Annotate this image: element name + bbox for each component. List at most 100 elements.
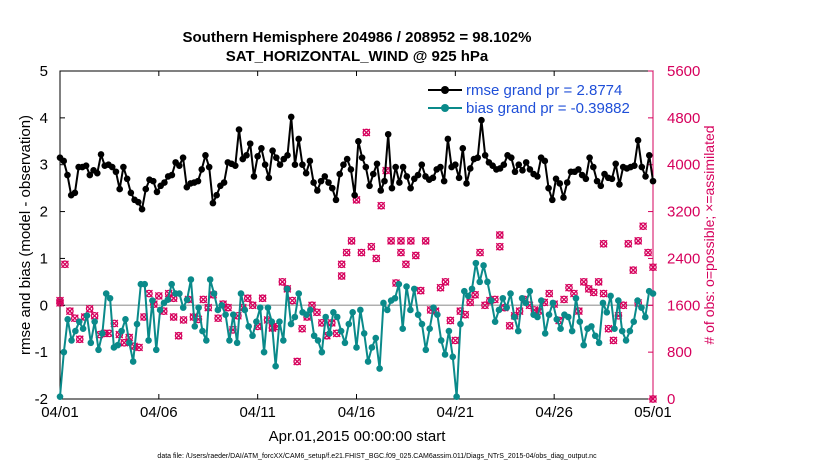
- obs-possible-marker: [377, 201, 386, 210]
- obs-assimilated-mark: [179, 315, 188, 324]
- bias-point: [291, 313, 299, 321]
- obs-possible-marker: [634, 237, 643, 245]
- rmse-point: [463, 180, 470, 187]
- bias-point: [333, 313, 341, 321]
- rmse-point: [276, 161, 284, 169]
- rmse-point: [362, 163, 370, 171]
- obs-possible-marker: [174, 331, 183, 340]
- obs-count-point: [278, 277, 287, 286]
- obs-count-point: [357, 248, 366, 257]
- obs-possible-marker: [169, 313, 178, 321]
- bias-point: [649, 290, 657, 297]
- bias-point: [149, 297, 156, 304]
- obs-possible-marker: [624, 239, 633, 248]
- rmse-point: [519, 167, 526, 174]
- bias-point: [349, 309, 356, 316]
- obs-possible-marker: [337, 260, 346, 269]
- rmse-point: [597, 182, 605, 190]
- obs-assimilated-mark: [85, 304, 94, 313]
- x-tick-label: 04/06: [140, 404, 178, 421]
- bias-point: [210, 290, 218, 297]
- bias-point: [87, 339, 95, 347]
- bias-point: [407, 306, 414, 314]
- obs-count-point: [174, 331, 183, 340]
- rmse-point: [500, 161, 508, 169]
- x-tick-label: 05/01: [634, 404, 672, 421]
- obs-count-point: [387, 236, 396, 245]
- obs-possible-marker: [599, 289, 608, 298]
- bias-point: [152, 346, 160, 354]
- obs-assimilated-mark: [258, 294, 267, 303]
- x-tick-label: 04/26: [535, 404, 573, 421]
- obs-possible-marker: [243, 294, 252, 303]
- y2-tick-label: 800: [667, 344, 692, 361]
- bias-point: [272, 362, 279, 370]
- bias-point: [391, 294, 399, 302]
- rmse-point: [340, 161, 347, 169]
- bias-point: [295, 290, 303, 297]
- obs-assimilated-mark: [317, 318, 326, 327]
- x-axis-label: Apr.01,2015 00:00:00 start: [269, 428, 447, 445]
- bias-point: [557, 325, 564, 333]
- obs-assimilated-mark: [337, 260, 346, 269]
- bias-point: [437, 337, 445, 344]
- obs-assimilated-mark: [224, 303, 232, 312]
- bias-point: [303, 311, 310, 318]
- obs-assimilated-mark: [387, 236, 396, 245]
- obs-possible-marker: [66, 307, 74, 315]
- rmse-point: [205, 163, 213, 171]
- obs-possible-marker: [362, 128, 371, 137]
- bias-point: [222, 311, 229, 318]
- obs-count-point: [476, 248, 485, 257]
- bias-point: [68, 337, 75, 344]
- obs-count-point: [367, 242, 376, 251]
- bias-point: [580, 341, 587, 349]
- rmse-point: [112, 168, 120, 176]
- obs-possible-marker: [629, 266, 638, 274]
- obs-count-point: [298, 324, 307, 333]
- bias-point: [114, 341, 122, 349]
- obs-count-point: [85, 304, 94, 313]
- obs-possible-marker: [278, 278, 287, 286]
- rmse-point: [120, 163, 127, 171]
- obs-assimilated-mark: [367, 242, 376, 251]
- bias-point: [410, 285, 418, 293]
- obs-count-point: [248, 301, 257, 310]
- bias-point: [564, 313, 572, 321]
- obs-possible-marker: [545, 289, 554, 298]
- rmse-point: [295, 135, 302, 143]
- obs-count-point: [362, 128, 371, 137]
- bias-point: [599, 299, 607, 307]
- obs-possible-marker: [411, 251, 420, 260]
- x-tick-label: 04/16: [338, 404, 376, 421]
- bias-point: [129, 358, 137, 365]
- obs-assimilated-mark: [589, 288, 598, 297]
- y2-tick-label: 4800: [667, 110, 700, 127]
- obs-assimilated-mark: [476, 248, 485, 257]
- obs-count-point: [446, 316, 455, 325]
- obs-possible-marker: [614, 311, 623, 320]
- bias-point: [611, 325, 618, 333]
- obs-assimilated-mark: [60, 260, 69, 269]
- obs-possible-marker: [337, 272, 346, 280]
- rmse-point: [179, 154, 187, 161]
- rmse-point: [541, 157, 549, 165]
- obs-count-point: [179, 315, 188, 324]
- obs-possible-marker: [154, 292, 163, 300]
- obs-possible-marker: [85, 304, 94, 313]
- y2-axis-label: # of obs: o=possible; ×=assimilated: [701, 125, 717, 344]
- bias-point: [603, 309, 611, 316]
- y-tick-label: 1: [40, 250, 48, 267]
- x-tick-label: 04/01: [41, 404, 79, 421]
- bias-point: [72, 327, 79, 335]
- bias-point: [253, 318, 260, 325]
- obs-assimilated-mark: [411, 251, 420, 260]
- bias-point: [480, 262, 487, 269]
- obs-count-point: [505, 321, 514, 330]
- rmse-point: [258, 145, 265, 152]
- rmse-point: [384, 130, 392, 138]
- bias-point: [588, 323, 595, 330]
- rmse-point: [612, 160, 620, 168]
- obs-assimilated-mark: [401, 260, 410, 269]
